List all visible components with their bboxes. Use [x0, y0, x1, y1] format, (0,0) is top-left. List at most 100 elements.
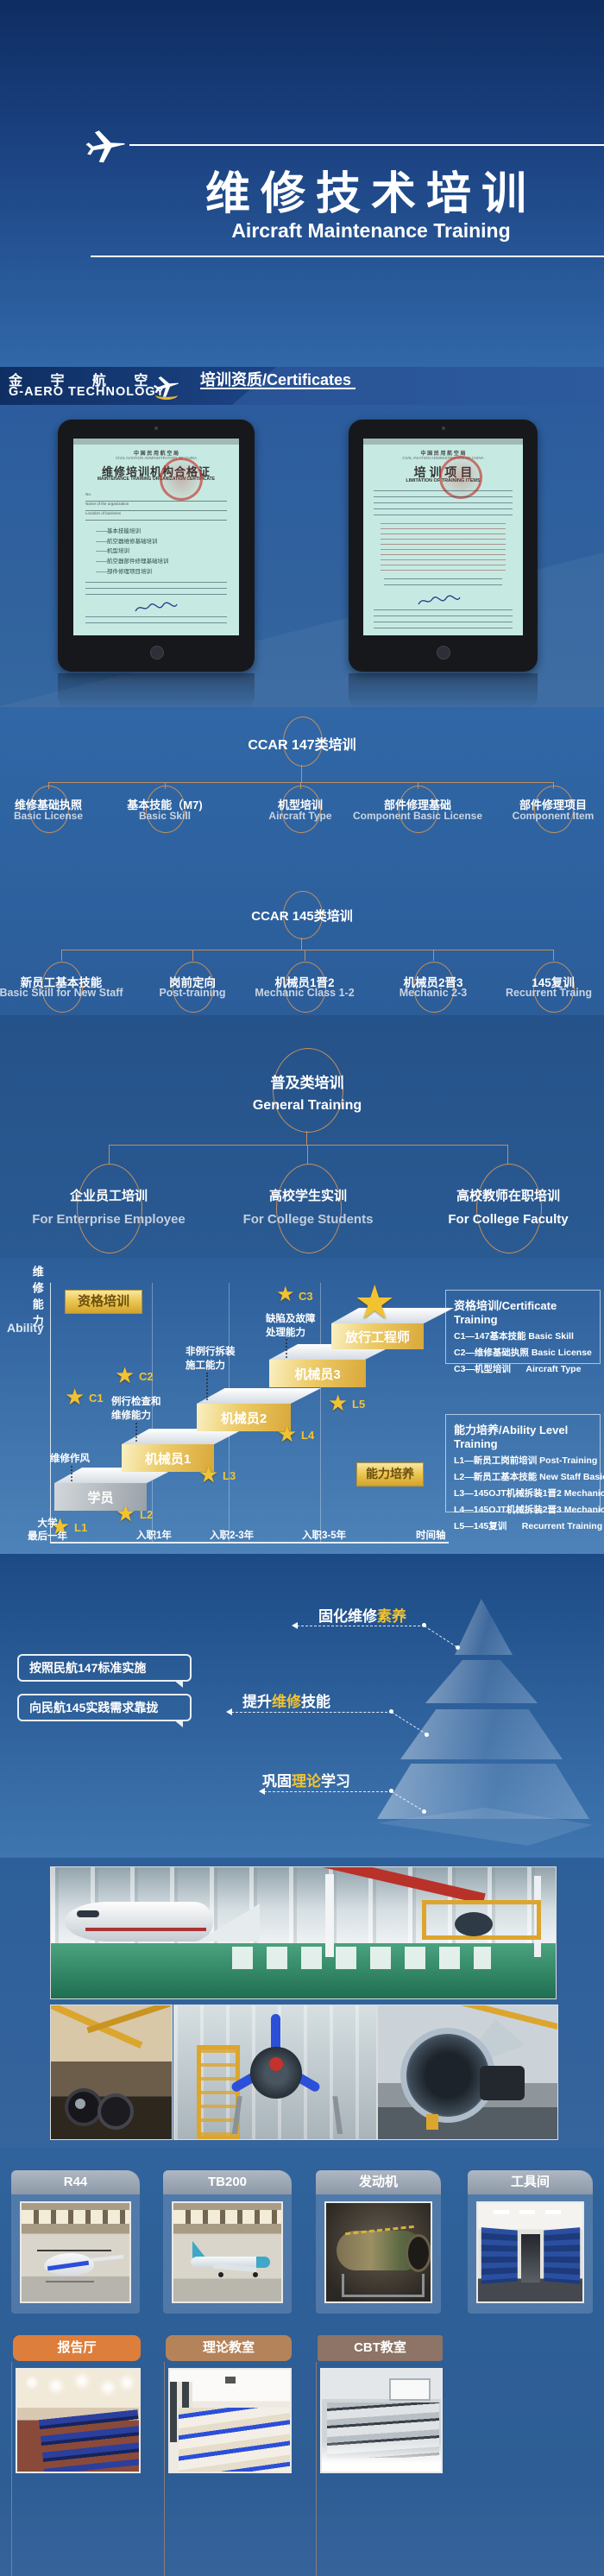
seal-stamp-icon: [160, 458, 203, 501]
star-label-l1: L1: [74, 1521, 88, 1534]
plane-wheel: [218, 2272, 223, 2277]
window-strip: [22, 2210, 129, 2224]
star-icon: ★: [65, 1384, 85, 1410]
ccar145-child-zh: 145复训: [532, 976, 575, 989]
panel-item: L2—新员工基本技能 New Staff Basic Skill: [454, 1472, 604, 1482]
theory-classroom-photo[interactable]: [168, 2368, 292, 2473]
ladder-y-axis-line: [50, 1283, 51, 1542]
cert1-authority-en: CIVIL AVIATION ADMINISTRATION OF CHINA: [115, 456, 198, 460]
dot: [456, 1645, 460, 1650]
node-circle: [413, 962, 455, 1013]
speech-bubble-147: 按照民航147标准实施: [17, 1654, 192, 1688]
ccar145-child-en: Basic Skill for New Staff: [0, 987, 123, 999]
tab-theory-classroom[interactable]: 理论教室: [166, 2335, 292, 2361]
hangar-panorama-photo[interactable]: [50, 1866, 557, 1999]
cert-training-panel: 资格培训/Certificate Training C1—147基本技能 Bas…: [445, 1290, 601, 1374]
general-child-zh: 高校教师在职培训: [456, 1189, 560, 1203]
cert1-title-en: MAINTENANCE TRAINING ORGANIZATION CERTIF…: [97, 477, 216, 482]
dot: [422, 1623, 426, 1627]
signature-squiggle: [134, 601, 179, 619]
ccar147-child-zh: 维修基础执照: [14, 799, 82, 811]
tab-tb200[interactable]: TB200: [163, 2170, 292, 2194]
cert-training-badge: 资格培训: [65, 1290, 142, 1314]
tab-engine[interactable]: 发动机: [316, 2170, 441, 2194]
camera-dot: [154, 426, 158, 430]
bubble-tail: [173, 1680, 183, 1688]
star-label-c2: C2: [139, 1370, 154, 1383]
engine-photo[interactable]: [324, 2201, 432, 2303]
general-child-zh: 企业员工培训: [69, 1189, 148, 1203]
engine-on-gantry: [455, 1912, 493, 1936]
node-circle: [173, 962, 214, 1013]
step-top: [331, 1308, 454, 1323]
intake-ring: [406, 2234, 431, 2272]
node-circle: [41, 962, 83, 1013]
ccar145-child-en: Mechanic 2-3: [399, 987, 468, 999]
tab-r44[interactable]: R44: [11, 2170, 140, 2194]
dashed-line: [231, 1712, 392, 1713]
node-circle: [281, 786, 321, 833]
camera-dot: [442, 426, 445, 430]
ccar145-root-label: CCAR 145类培训: [251, 909, 353, 924]
propeller-engine-photo[interactable]: [173, 2005, 377, 2140]
section-title-certificates: 培训资质/Certificates: [200, 371, 352, 388]
status-bar: [363, 439, 523, 445]
ccar147-child-en: Aircraft Type: [268, 810, 332, 822]
column-divider: [316, 2362, 317, 2576]
general-child-en: For College Students: [242, 1212, 374, 1227]
plane-wheel: [253, 2272, 258, 2277]
cert2-authority-en: CIVIL AVIATION ADMINISTRATION OF CHINA: [402, 456, 484, 460]
auditorium-photo[interactable]: [16, 2368, 141, 2473]
ccar147-child-zh: 基本技能（M7): [127, 799, 203, 811]
engine-accessory: [480, 2066, 525, 2100]
star-label-c1: C1: [89, 1392, 104, 1405]
general-connector: [306, 1131, 307, 1145]
certificate-screen-1: 中 国 民 用 航 空 局 CIVIL AVIATION ADMINISTRAT…: [73, 439, 239, 635]
brand-company-en: G-AERO TECHNOLOGY: [9, 385, 166, 399]
ccar145-child-zh: 机械员1晋2: [274, 976, 335, 989]
ccar147-child-zh: 机型培训: [277, 799, 323, 811]
pyramid-label-2: 提升维修技能: [242, 1694, 330, 1710]
column-divider: [11, 2362, 12, 2576]
general-branch: [109, 1145, 507, 1146]
pyramid-label-1: 固化维修素养: [318, 1608, 406, 1625]
tb200-photo[interactable]: [172, 2201, 283, 2303]
ladder-y-axis-en: Ability: [7, 1321, 44, 1335]
aisle: [521, 2234, 540, 2282]
star-label-l2: L2: [140, 1508, 154, 1521]
node-circle: [77, 1164, 142, 1253]
cbt-classroom-photo[interactable]: [320, 2368, 443, 2473]
plane-nose-band: [256, 2257, 270, 2268]
engine-nacelle-photo[interactable]: [377, 2005, 558, 2140]
r44-photo[interactable]: [20, 2201, 131, 2303]
ccar145-root-circle: [283, 891, 323, 939]
arrow-left-icon: [259, 1788, 265, 1795]
cert1-item: ——部件修理项目培训: [96, 568, 152, 575]
support-frame: [231, 2096, 343, 2134]
cert1-authority-zh: 中 国 民 用 航 空 局: [133, 451, 179, 457]
star-icon: ★: [277, 1421, 298, 1447]
star-icon: ★: [328, 1390, 349, 1416]
x-axis-title: 时间轴: [416, 1531, 446, 1541]
ability-training-badge: 能力培养: [356, 1462, 424, 1487]
prop-blade: [271, 2014, 280, 2064]
ccar147-child-en: Component Item: [512, 810, 595, 822]
star-label-l5: L5: [352, 1398, 366, 1411]
home-button: [150, 646, 164, 660]
engine-stand: [342, 2274, 425, 2297]
dotted-leader: [135, 1423, 137, 1442]
stub: [192, 950, 193, 961]
ccar145-child-zh: 机械员2晋3: [403, 976, 463, 989]
gear-bay-photo[interactable]: [50, 2005, 173, 2140]
fuselage-stripe: [85, 1928, 206, 1931]
airplane-icon: [153, 373, 179, 403]
tab-auditorium[interactable]: 报告厅: [13, 2335, 141, 2361]
step-mechanic1: 机械员1: [122, 1444, 214, 1472]
tab-cbt-classroom[interactable]: CBT教室: [318, 2335, 443, 2361]
wheel-hub: [75, 2099, 85, 2109]
gold-swoosh: [155, 390, 178, 400]
tab-toolroom[interactable]: 工具间: [468, 2170, 593, 2194]
toolroom-photo[interactable]: [476, 2201, 584, 2303]
node-circle: [476, 1164, 542, 1253]
cert1-field-lines: No. Name of the organization Location of…: [85, 492, 227, 521]
